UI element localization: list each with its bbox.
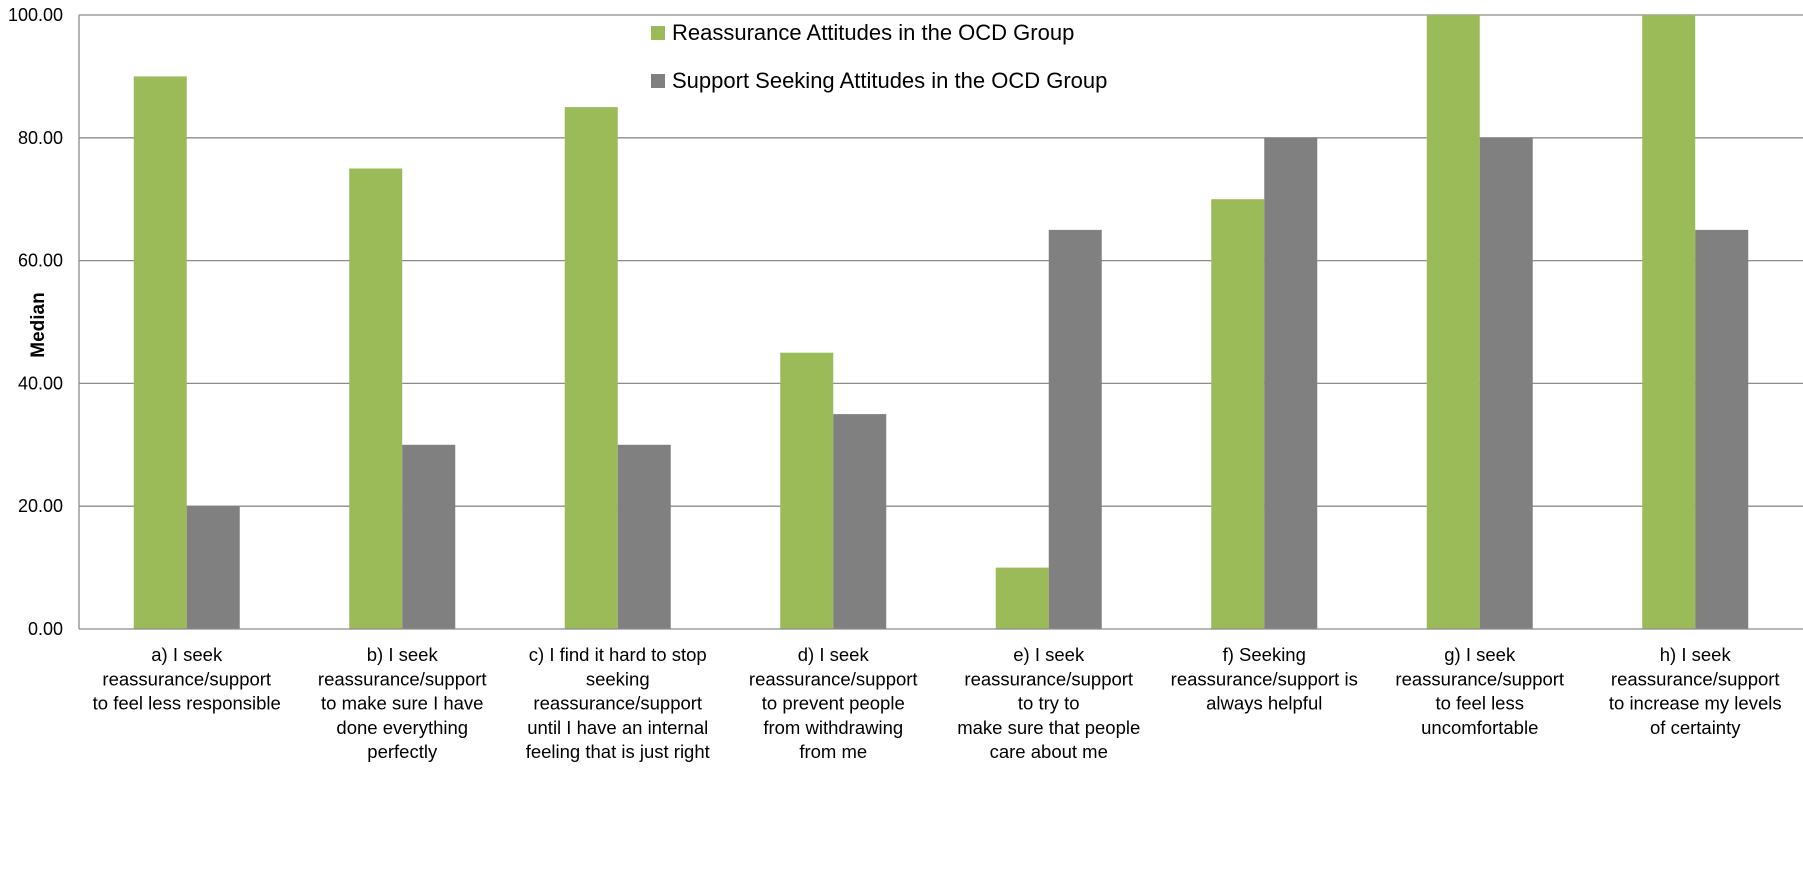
x-category-label: a) I seek reassurance/support to feel less… bbox=[93, 644, 281, 714]
x-category-label: e) I seek reassurance/support to try to mak… bbox=[957, 644, 1140, 762]
bar-series-1 bbox=[1642, 15, 1696, 629]
bar-series-1 bbox=[349, 168, 403, 629]
bar-series-1 bbox=[1426, 15, 1480, 629]
y-tick-label: 100.00 bbox=[8, 5, 63, 25]
bar-series-2 bbox=[186, 506, 240, 629]
legend-swatch bbox=[651, 26, 665, 40]
legend-label: Reassurance Attitudes in the OCD Group bbox=[672, 20, 1074, 45]
legend-label: Support Seeking Attitudes in the OCD Gro… bbox=[672, 68, 1107, 93]
bar-series-1 bbox=[1211, 199, 1265, 629]
x-category-label: h) I seek reassurance/support to increase … bbox=[1609, 644, 1782, 738]
x-category-label: g) I seek reassurance/support to feel less… bbox=[1395, 644, 1564, 738]
bar-series-2 bbox=[1695, 229, 1749, 629]
legend: Reassurance Attitudes in the OCD Group Su… bbox=[651, 20, 1107, 93]
x-category-label: d) I seek reassurance/support to prevent p… bbox=[749, 644, 918, 762]
bar-series-2 bbox=[1479, 137, 1533, 630]
bar-series-2 bbox=[402, 444, 456, 629]
axes: 0.00 20.00 40.00 60.00 80.00 100.00 a) I seek r… bbox=[8, 5, 1803, 762]
x-category-label: f) Seeking reassurance/support is always h… bbox=[1171, 644, 1358, 714]
y-axis-title: Median bbox=[28, 292, 49, 357]
bar-series-1 bbox=[133, 76, 187, 629]
bar-series-1 bbox=[995, 567, 1049, 629]
bar-series-2 bbox=[833, 414, 887, 629]
y-tick-label: 0.00 bbox=[28, 619, 63, 639]
bar-series-2 bbox=[1048, 229, 1102, 629]
y-tick-label: 60.00 bbox=[18, 251, 63, 271]
x-category-label: b) I seek reassurance/support to make sure… bbox=[318, 644, 487, 762]
legend-swatch bbox=[651, 74, 665, 88]
x-category-label: c) I find it hard to stop seeking reassura… bbox=[526, 644, 710, 762]
bar-series-2 bbox=[1264, 137, 1318, 630]
bars bbox=[133, 15, 1749, 630]
bar-series-1 bbox=[564, 107, 618, 630]
y-tick-label: 20.00 bbox=[18, 496, 63, 516]
y-tick-label: 80.00 bbox=[18, 128, 63, 148]
bar-series-1 bbox=[780, 352, 834, 629]
bar-series-2 bbox=[617, 444, 671, 629]
y-tick-label: 40.00 bbox=[18, 373, 63, 393]
